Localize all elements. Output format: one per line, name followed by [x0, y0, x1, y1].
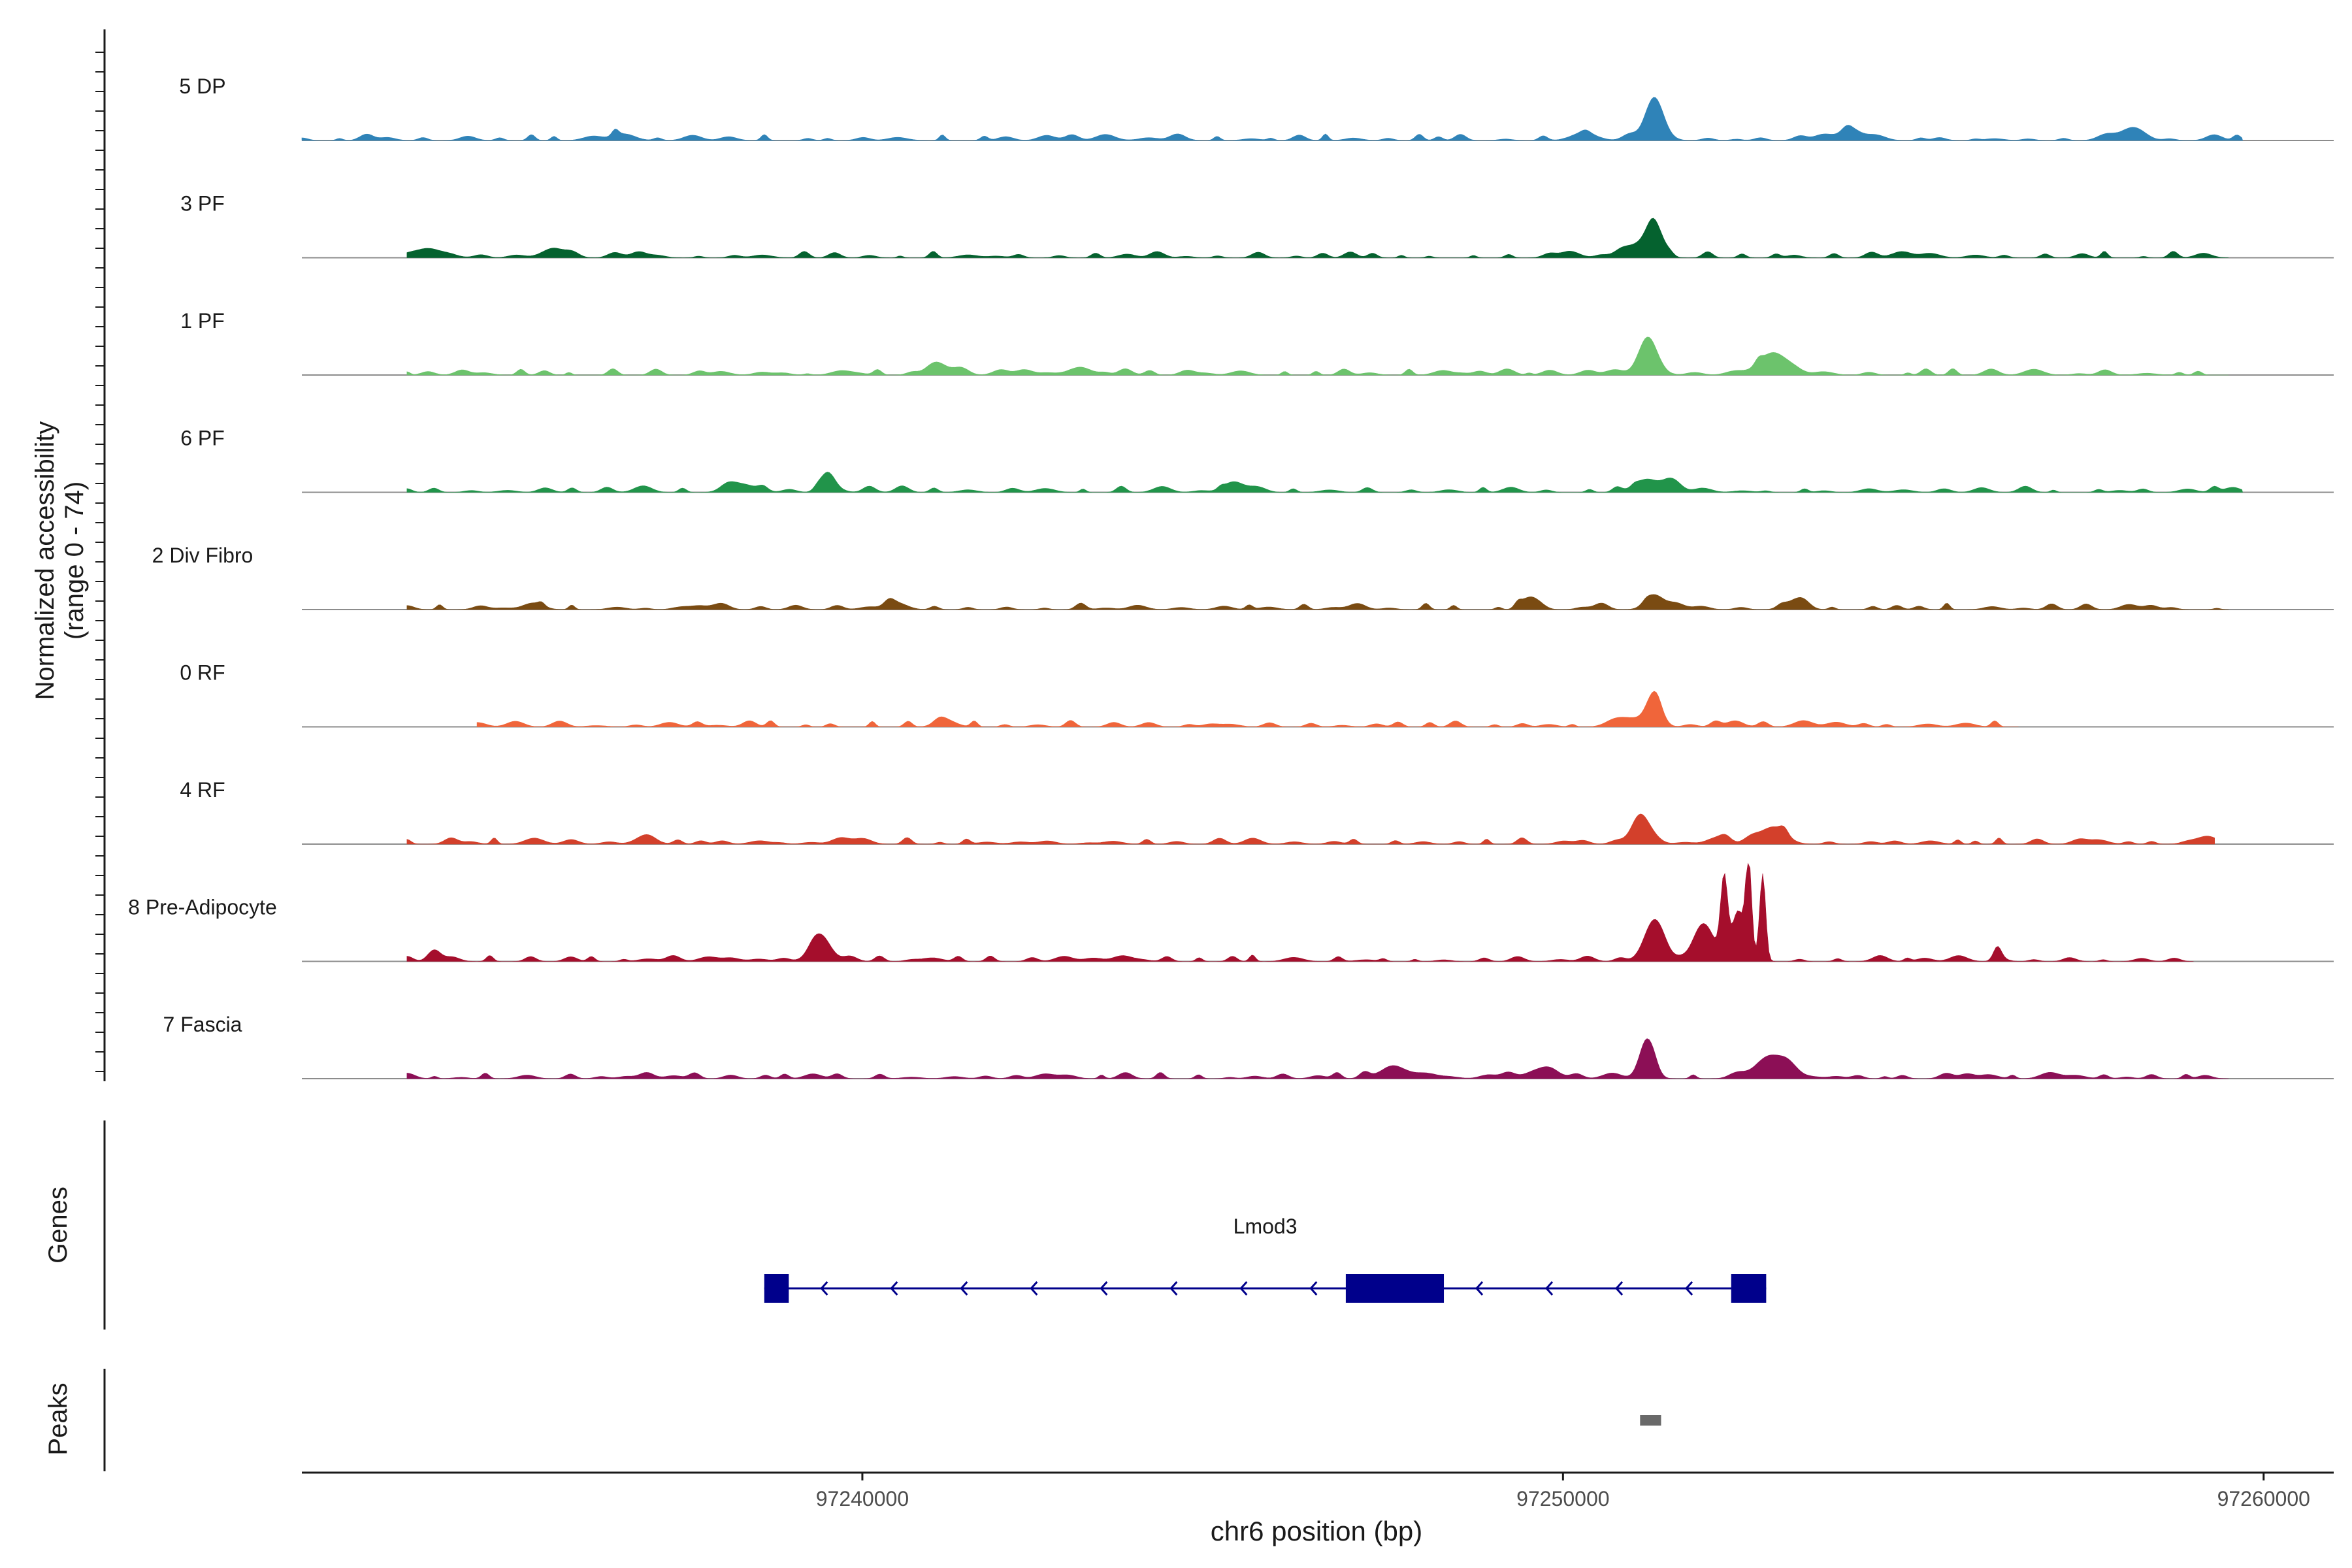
- track-3-pf: [302, 218, 2334, 259]
- track-label: 1 PF: [180, 309, 225, 333]
- track-1-pf: [302, 336, 2334, 376]
- strand-arrow: [1685, 1281, 1693, 1296]
- track-4-rf: [302, 813, 2334, 845]
- y-axis-label-line1: Normalized accessibility: [31, 421, 59, 700]
- gene-exon: [764, 1274, 789, 1303]
- track-7-fascia: [302, 1038, 2334, 1079]
- x-tick-label: 97250000: [1516, 1487, 1609, 1511]
- coverage-tracks: [301, 97, 2334, 1079]
- gene-exon: [1345, 1274, 1445, 1303]
- strand-arrow: [1309, 1281, 1318, 1296]
- genes-label: Genes: [44, 1186, 73, 1264]
- track-6-pf: [302, 472, 2334, 493]
- gene-track: Lmod3: [764, 1215, 1767, 1303]
- strand-arrow: [960, 1281, 968, 1296]
- strand-arrow: [1169, 1281, 1178, 1296]
- track-label: 5 DP: [179, 74, 225, 98]
- gene-name-label: Lmod3: [1233, 1215, 1298, 1238]
- strand-arrow: [1615, 1281, 1624, 1296]
- strand-arrow: [1239, 1281, 1248, 1296]
- coverage-area: [406, 218, 2229, 258]
- track-label: 6 PF: [180, 427, 225, 450]
- gene-exon: [1731, 1274, 1767, 1303]
- coverage-area: [406, 862, 2194, 962]
- strand-arrow: [1475, 1281, 1484, 1296]
- x-axis-title: chr6 position (bp): [1211, 1516, 1423, 1546]
- coverage-area: [406, 472, 2243, 493]
- coverage-area: [301, 97, 2243, 141]
- track-2-div-fibro: [302, 594, 2334, 610]
- gene-lmod3: Lmod3: [764, 1215, 1767, 1303]
- x-axis-ticks: 97240000 97250000 97260000: [816, 1473, 2310, 1511]
- strand-arrow: [1545, 1281, 1554, 1296]
- coverage-area: [406, 336, 2229, 376]
- y-axis-label-line2: (range 0 - 74): [60, 482, 89, 640]
- track-label: 7 Fascia: [163, 1013, 242, 1036]
- strand-arrow: [1100, 1281, 1108, 1296]
- track-labels: 5 DP 3 PF 1 PF 6 PF 2 Div Fibro 0 RF 4 RF 8 Pre…: [128, 74, 277, 1036]
- left-axis-lines: [95, 29, 106, 1471]
- coverage-area: [406, 813, 2215, 845]
- track-8-pre-adipocyte: [302, 862, 2334, 962]
- strand-arrow: [1030, 1281, 1038, 1296]
- strand-arrow: [890, 1281, 898, 1296]
- peak-region: [1640, 1415, 1661, 1426]
- x-tick-label: 97260000: [2217, 1487, 2310, 1511]
- peaks-label: Peaks: [44, 1382, 73, 1455]
- track-label: 4 RF: [180, 778, 225, 802]
- coverage-area: [476, 691, 2019, 727]
- coverage-area: [406, 1038, 2229, 1079]
- track-label: 3 PF: [180, 192, 225, 216]
- track-label: 2 Div Fibro: [152, 544, 253, 567]
- track-0-rf: [302, 691, 2334, 728]
- x-tick-label: 97240000: [816, 1487, 909, 1511]
- coverage-area: [406, 594, 2229, 610]
- strand-arrow: [820, 1281, 828, 1296]
- track-label: 8 Pre-Adipocyte: [128, 896, 277, 919]
- peak-track: [1640, 1415, 1661, 1426]
- track-5-dp: [301, 97, 2334, 141]
- track-label: 0 RF: [180, 661, 225, 685]
